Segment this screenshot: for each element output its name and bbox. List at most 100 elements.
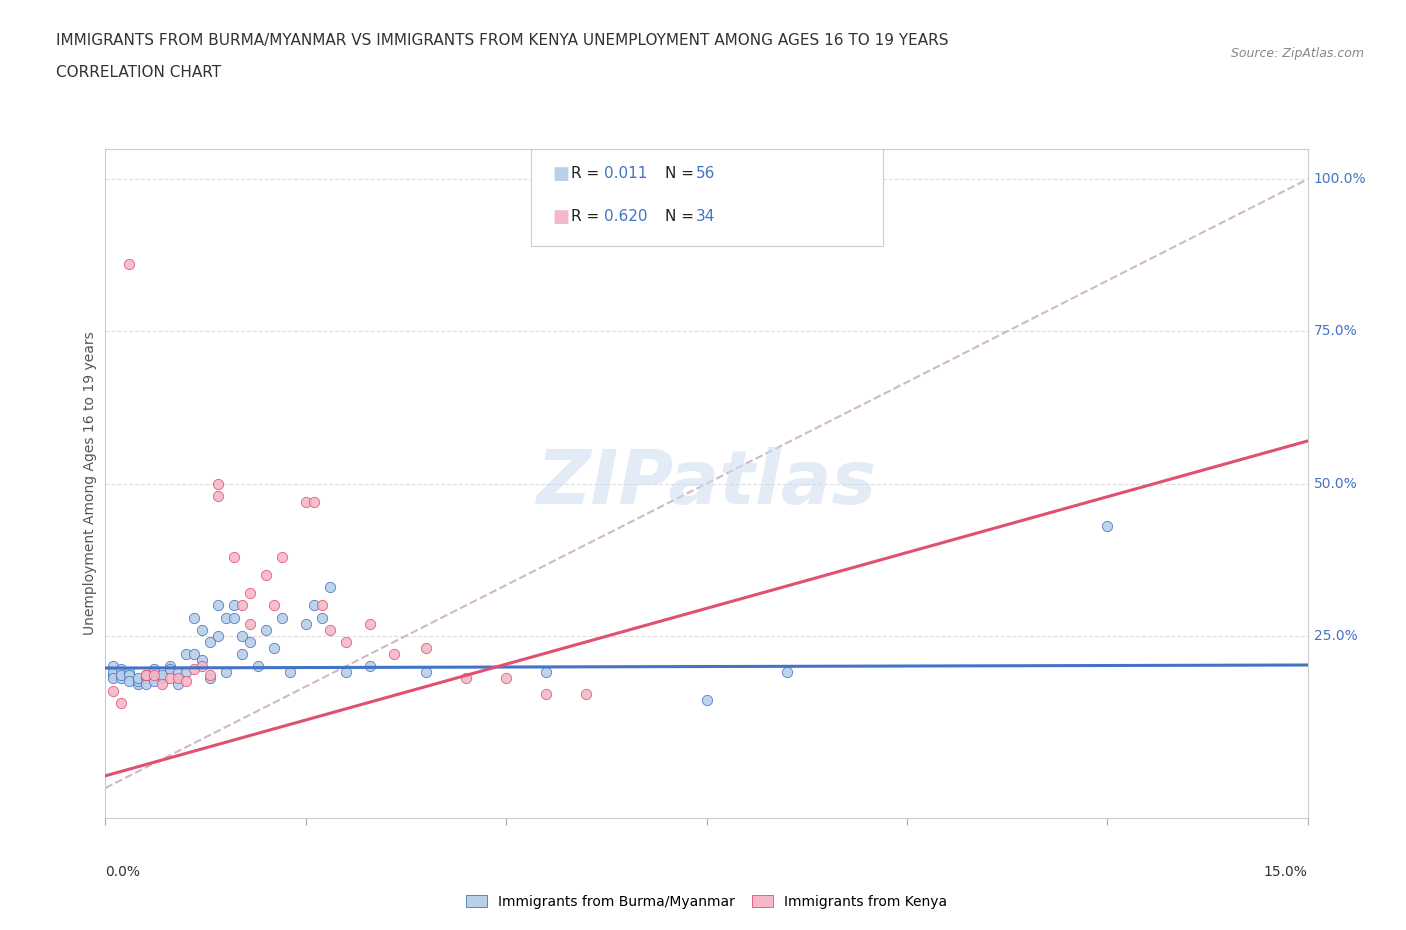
Point xyxy=(150,668,173,683)
Point xyxy=(534,686,557,701)
Point xyxy=(575,686,598,701)
Text: 100.0%: 100.0% xyxy=(1313,172,1367,186)
Point xyxy=(135,677,157,692)
Point xyxy=(231,598,253,613)
Point xyxy=(190,658,212,673)
Point xyxy=(118,257,141,272)
Point xyxy=(159,658,181,673)
Point xyxy=(207,476,229,491)
Point xyxy=(127,674,149,689)
Point xyxy=(103,658,125,673)
Point xyxy=(254,622,277,637)
Point xyxy=(382,646,405,661)
Point xyxy=(118,665,141,680)
Point xyxy=(198,634,221,649)
Point xyxy=(183,662,205,677)
Text: ZIPatlas: ZIPatlas xyxy=(537,447,876,520)
Point xyxy=(222,598,245,613)
Text: 0.620: 0.620 xyxy=(605,209,648,224)
Point xyxy=(696,692,718,707)
Point xyxy=(127,671,149,685)
Point xyxy=(166,665,188,680)
Point xyxy=(159,662,181,677)
Point xyxy=(239,586,262,601)
Text: 50.0%: 50.0% xyxy=(1313,476,1357,491)
Text: 25.0%: 25.0% xyxy=(1313,629,1357,643)
Point xyxy=(110,671,132,685)
Point xyxy=(150,671,173,685)
Point xyxy=(278,665,301,680)
Text: CORRELATION CHART: CORRELATION CHART xyxy=(56,65,221,80)
Point xyxy=(302,495,325,510)
Text: R =: R = xyxy=(571,166,603,181)
Point xyxy=(246,658,269,673)
Text: 34: 34 xyxy=(696,209,716,224)
Point xyxy=(183,610,205,625)
Text: IMMIGRANTS FROM BURMA/MYANMAR VS IMMIGRANTS FROM KENYA UNEMPLOYMENT AMONG AGES 1: IMMIGRANTS FROM BURMA/MYANMAR VS IMMIGRA… xyxy=(56,33,949,47)
Point xyxy=(239,617,262,631)
Point xyxy=(454,671,477,685)
Point xyxy=(534,665,557,680)
Text: N =: N = xyxy=(665,166,699,181)
Point xyxy=(103,665,125,680)
Text: 15.0%: 15.0% xyxy=(1264,865,1308,879)
Point xyxy=(142,662,165,677)
Point xyxy=(335,634,357,649)
Point xyxy=(311,598,333,613)
Text: 56: 56 xyxy=(696,166,716,181)
Point xyxy=(127,677,149,692)
Point xyxy=(302,598,325,613)
Point xyxy=(231,646,253,661)
Point xyxy=(150,677,173,692)
Point xyxy=(118,674,141,689)
Point xyxy=(103,668,125,683)
Point xyxy=(174,674,197,689)
Point xyxy=(415,641,437,656)
Text: R =: R = xyxy=(571,209,603,224)
Text: Source: ZipAtlas.com: Source: ZipAtlas.com xyxy=(1230,46,1364,60)
Point xyxy=(1097,519,1119,534)
Point xyxy=(142,671,165,685)
Point xyxy=(214,665,236,680)
Text: ■: ■ xyxy=(553,165,569,183)
Point xyxy=(198,668,221,683)
Point xyxy=(159,671,181,685)
Point xyxy=(166,671,188,685)
Point xyxy=(335,665,357,680)
Point xyxy=(311,610,333,625)
Point xyxy=(135,668,157,683)
Text: N =: N = xyxy=(665,209,699,224)
Point xyxy=(135,671,157,685)
Point xyxy=(198,671,221,685)
Text: ■: ■ xyxy=(553,207,569,226)
Point xyxy=(359,658,381,673)
Point xyxy=(270,550,292,565)
Point xyxy=(103,671,125,685)
Legend: Immigrants from Burma/Myanmar, Immigrants from Kenya: Immigrants from Burma/Myanmar, Immigrant… xyxy=(467,895,946,909)
Point xyxy=(174,646,197,661)
Text: 0.011: 0.011 xyxy=(605,166,648,181)
Point xyxy=(270,610,292,625)
Point xyxy=(142,674,165,689)
Point xyxy=(135,668,157,683)
Point xyxy=(190,622,212,637)
Point xyxy=(190,653,212,668)
Point xyxy=(263,598,285,613)
Point xyxy=(254,567,277,582)
Point xyxy=(103,684,125,698)
Point xyxy=(295,495,318,510)
Point xyxy=(166,677,188,692)
Point xyxy=(207,488,229,503)
Point xyxy=(207,598,229,613)
Y-axis label: Unemployment Among Ages 16 to 19 years: Unemployment Among Ages 16 to 19 years xyxy=(83,332,97,635)
Text: 75.0%: 75.0% xyxy=(1313,325,1357,339)
Point xyxy=(319,579,342,594)
Point xyxy=(263,641,285,656)
Point xyxy=(295,617,318,631)
Point xyxy=(415,665,437,680)
Point xyxy=(495,671,517,685)
Point xyxy=(231,629,253,644)
Point xyxy=(222,610,245,625)
Point xyxy=(359,617,381,631)
Point xyxy=(214,610,236,625)
